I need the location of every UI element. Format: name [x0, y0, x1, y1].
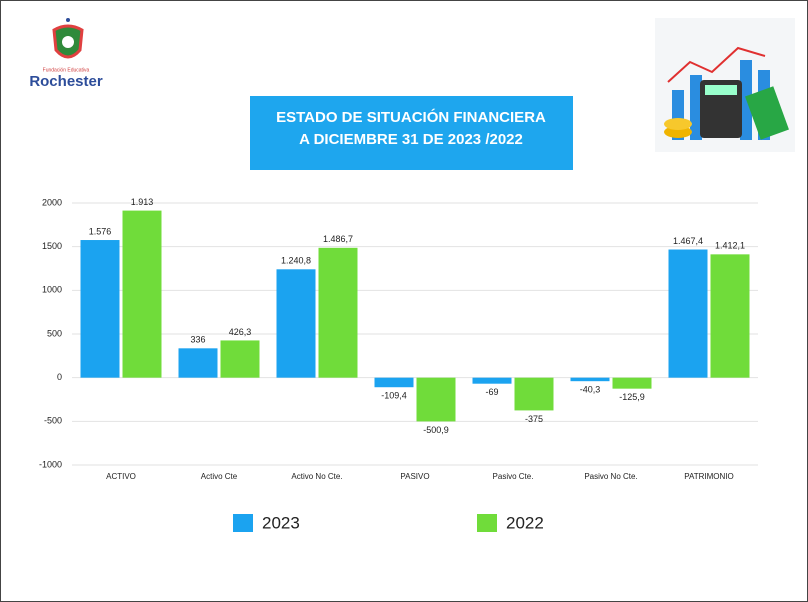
y-tick-label: -1000	[39, 459, 62, 469]
bar	[319, 248, 358, 378]
y-tick-label: 500	[47, 328, 62, 338]
chart-title: A DICIEMBRE 31 DE 2023 /2022	[299, 131, 523, 148]
value-label: 336	[190, 335, 205, 345]
bar	[123, 211, 162, 378]
y-tick-label: 1500	[42, 241, 62, 251]
bar	[221, 340, 260, 377]
x-tick-label: Activo Cte	[201, 472, 238, 481]
value-label: -69	[485, 387, 498, 397]
value-label: 1.576	[89, 226, 112, 236]
value-label: 1.412,1	[715, 241, 745, 251]
value-label: 426,3	[229, 327, 252, 337]
value-label: 1.467,4	[673, 236, 703, 246]
x-tick-label: Activo No Cte.	[291, 472, 342, 481]
legend-swatch	[233, 514, 253, 532]
y-tick-label: 2000	[42, 197, 62, 207]
value-label: -500,9	[423, 425, 449, 435]
value-label: -125,9	[619, 392, 645, 402]
bar	[417, 378, 456, 422]
value-label: 1.486,7	[323, 234, 353, 244]
x-tick-label: ACTIVO	[106, 472, 136, 481]
value-label: -40,3	[580, 385, 601, 395]
bar	[277, 269, 316, 377]
x-tick-label: Pasivo Cte.	[493, 472, 534, 481]
value-label: -375	[525, 414, 543, 424]
value-label: -109,4	[381, 391, 407, 401]
y-tick-label: -500	[44, 416, 62, 426]
chart-title: ESTADO DE SITUACIÓN FINANCIERA	[276, 108, 546, 126]
y-tick-label: 1000	[42, 285, 62, 295]
x-tick-label: PASIVO	[400, 472, 429, 481]
bar	[179, 348, 218, 377]
value-label: 1.913	[131, 197, 154, 207]
page: Fundación Educativa Rochester ESTADO DE …	[0, 0, 808, 602]
bar	[571, 378, 610, 382]
bar	[375, 378, 414, 388]
legend-swatch	[477, 514, 497, 532]
logo-dot	[66, 18, 70, 22]
logo-name: Rochester	[29, 73, 103, 90]
bar	[711, 254, 750, 377]
bar	[473, 378, 512, 384]
bar	[613, 378, 652, 389]
bar	[669, 250, 708, 378]
slide: Fundación Educativa Rochester ESTADO DE …	[0, 0, 808, 602]
bar	[81, 240, 120, 378]
legend-label: 2022	[506, 513, 544, 532]
bar	[515, 378, 554, 411]
x-tick-label: Pasivo No Cte.	[584, 472, 637, 481]
logo-emblem	[62, 36, 74, 48]
value-label: 1.240,8	[281, 256, 311, 266]
y-tick-label: 0	[57, 372, 62, 382]
finance-icon	[655, 18, 795, 152]
x-tick-label: PATRIMONIO	[684, 472, 733, 481]
legend-label: 2023	[262, 513, 300, 532]
